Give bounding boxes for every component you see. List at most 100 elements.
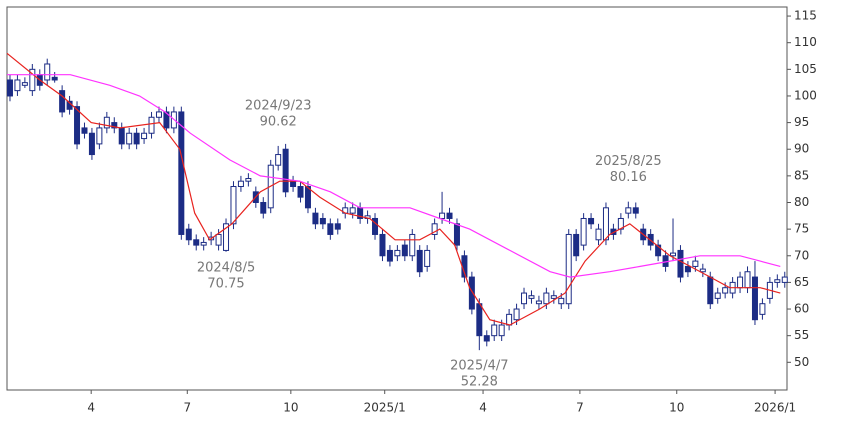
y-tick-label: 110 [794, 35, 817, 49]
candle-body [535, 300, 542, 305]
candle-body [632, 207, 639, 214]
candle-body [580, 217, 587, 246]
candle-body [29, 68, 36, 92]
candle-body [319, 217, 326, 225]
y-tick-label: 100 [794, 88, 817, 102]
candle-body [401, 244, 408, 257]
x-tick-label: 10 [283, 401, 298, 415]
candle-body [714, 292, 721, 299]
candle-body [96, 127, 103, 145]
candle-body [409, 233, 416, 257]
y-tick-label: 70 [794, 248, 809, 262]
plot-frame [6, 6, 788, 391]
candle-body [625, 207, 632, 214]
candle-body [14, 79, 21, 92]
y-tick-label: 65 [794, 275, 809, 289]
candle-body [118, 127, 125, 145]
candle-body [781, 276, 788, 283]
x-tick-label: 4 [479, 401, 487, 415]
candle-body [185, 228, 192, 241]
y-tick-label: 95 [794, 115, 809, 129]
x-tick-label: 4 [87, 401, 95, 415]
candle-body [88, 132, 95, 156]
candle-body [744, 271, 751, 289]
annotation-value: 90.62 [260, 114, 297, 129]
candle-body [282, 148, 289, 193]
candle-body [237, 180, 244, 188]
candle-body [193, 239, 200, 246]
moving-average-line [7, 74, 781, 278]
candle-body [133, 132, 140, 145]
candle-body [290, 180, 297, 188]
candle-body [103, 116, 110, 129]
annotation-date: 2024/8/5 [197, 260, 255, 275]
x-tick-label: 7 [183, 401, 191, 415]
candle-body [334, 223, 341, 230]
candle-body [51, 76, 58, 81]
candle-body [476, 303, 483, 337]
candle-body [394, 249, 401, 257]
candle-body [416, 249, 423, 273]
candle-body [126, 132, 133, 145]
candle-body [684, 265, 691, 273]
candle-body [483, 335, 490, 342]
annotation-date: 2025/4/7 [450, 359, 508, 374]
candle-body [260, 201, 267, 214]
candle-body [386, 249, 393, 262]
candle-body [379, 233, 386, 257]
candle-body [558, 297, 565, 305]
candle-body [692, 260, 699, 267]
candle-body [275, 154, 282, 166]
candle-body [737, 276, 744, 289]
candle-body [774, 279, 781, 283]
y-tick-label: 75 [794, 222, 809, 236]
candle-body [163, 111, 170, 129]
annotation-value: 70.75 [207, 276, 244, 291]
candle-body [245, 178, 252, 182]
candle-body [178, 111, 185, 235]
candle-body [297, 186, 304, 198]
candle-body [111, 122, 118, 129]
candle-body [155, 111, 162, 118]
candle-body [573, 233, 580, 257]
annotation-value: 80.16 [610, 170, 647, 185]
candle-body [148, 116, 155, 134]
candle-body [327, 223, 334, 235]
candle-body [759, 303, 766, 315]
candle-body [21, 82, 28, 86]
y-tick-label: 60 [794, 302, 809, 316]
candle-body [722, 287, 729, 294]
annotation-date: 2024/9/23 [245, 98, 312, 113]
y-tick-label: 115 [794, 9, 817, 23]
candle-body [6, 79, 13, 97]
candle-body [699, 268, 706, 273]
candle-body [141, 132, 148, 140]
candle-body [431, 223, 438, 235]
candle-body [424, 249, 431, 267]
candle-body [491, 324, 498, 337]
candle-body [677, 249, 684, 278]
annotation-date: 2025/8/25 [595, 154, 662, 169]
x-tick-label: 7 [576, 401, 584, 415]
candle-body [707, 276, 714, 305]
y-tick-label: 80 [794, 195, 809, 209]
x-tick-label: 2025/1 [364, 401, 406, 415]
candle-body [528, 295, 535, 299]
candle-body [223, 223, 230, 251]
y-tick-label: 55 [794, 328, 809, 342]
annotation-value: 52.28 [461, 375, 498, 390]
candle-body [372, 217, 379, 235]
x-tick-label: 10 [669, 401, 684, 415]
candle-body [550, 295, 557, 299]
moving-average-line [6, 52, 781, 326]
candle-body [215, 233, 222, 246]
candle-body [446, 212, 453, 219]
candle-body [439, 212, 446, 219]
candle-body [81, 127, 88, 134]
candle-body [230, 186, 237, 225]
candle-body [468, 276, 475, 310]
y-tick-label: 105 [794, 62, 817, 76]
candle-body [595, 228, 602, 241]
candle-body [59, 90, 66, 113]
